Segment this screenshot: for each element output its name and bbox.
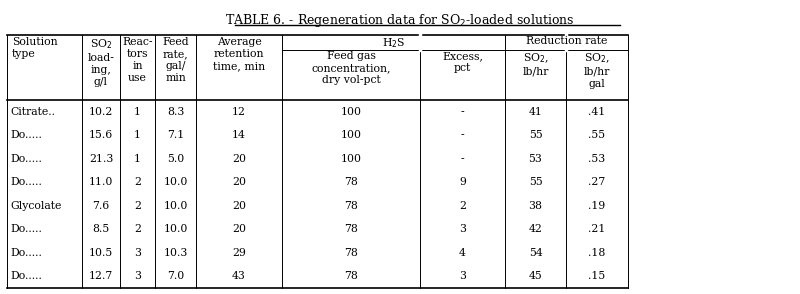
Text: 20: 20 (232, 177, 246, 187)
Text: SO$_2$,
lb/hr: SO$_2$, lb/hr (522, 51, 549, 77)
Text: -: - (461, 154, 464, 164)
Text: 100: 100 (341, 130, 362, 140)
Text: Feed
rate,
gal/
min: Feed rate, gal/ min (162, 37, 189, 83)
Text: 78: 78 (344, 224, 358, 234)
Text: .55: .55 (589, 130, 606, 140)
Text: 45: 45 (529, 271, 542, 281)
Text: 15.6: 15.6 (89, 130, 113, 140)
Text: 3: 3 (459, 271, 466, 281)
Text: 55: 55 (529, 177, 542, 187)
Text: .41: .41 (588, 107, 606, 117)
Text: .15: .15 (588, 271, 606, 281)
Text: Do.....: Do..... (10, 248, 42, 258)
Text: 2: 2 (134, 224, 141, 234)
Text: 53: 53 (529, 154, 542, 164)
Text: 9: 9 (459, 177, 466, 187)
Text: Do.....: Do..... (10, 130, 42, 140)
Text: .18: .18 (588, 248, 606, 258)
Text: 4: 4 (459, 248, 466, 258)
Text: Feed gas
concentration,
dry vol-pct: Feed gas concentration, dry vol-pct (311, 51, 390, 85)
Text: 14: 14 (232, 130, 246, 140)
Text: -: - (461, 107, 464, 117)
Text: 12: 12 (232, 107, 246, 117)
Text: 3: 3 (134, 271, 141, 281)
Text: SO$_2$,
lb/hr
gal: SO$_2$, lb/hr gal (584, 51, 610, 88)
Text: 12.7: 12.7 (89, 271, 113, 281)
Text: 55: 55 (529, 130, 542, 140)
Text: 10.2: 10.2 (89, 107, 113, 117)
Text: H$_2$S: H$_2$S (382, 36, 405, 50)
Text: 78: 78 (344, 201, 358, 211)
Text: 43: 43 (232, 271, 246, 281)
Text: 100: 100 (341, 107, 362, 117)
Text: .53: .53 (588, 154, 606, 164)
Text: TABLE 6. - Regeneration data for SO$_2$-loaded solutions: TABLE 6. - Regeneration data for SO$_2$-… (226, 12, 574, 29)
Text: 10.0: 10.0 (163, 224, 188, 234)
Text: Do.....: Do..... (10, 177, 42, 187)
Text: 7.6: 7.6 (92, 201, 110, 211)
Text: Excess,
pct: Excess, pct (442, 51, 483, 73)
Text: 11.0: 11.0 (89, 177, 113, 187)
Text: 78: 78 (344, 248, 358, 258)
Text: 10.3: 10.3 (163, 248, 188, 258)
Text: 2: 2 (459, 201, 466, 211)
Text: 8.5: 8.5 (92, 224, 110, 234)
Text: 8.3: 8.3 (167, 107, 184, 117)
Text: 54: 54 (529, 248, 542, 258)
Text: 100: 100 (341, 154, 362, 164)
Text: 20: 20 (232, 224, 246, 234)
Text: 5.0: 5.0 (167, 154, 184, 164)
Text: 20: 20 (232, 201, 246, 211)
Text: 10.5: 10.5 (89, 248, 113, 258)
Text: 1: 1 (134, 154, 141, 164)
Text: 42: 42 (529, 224, 542, 234)
Text: Average
retention
time, min: Average retention time, min (213, 37, 265, 71)
Text: Reduction rate: Reduction rate (526, 36, 607, 46)
Text: .27: .27 (588, 177, 606, 187)
Text: Citrate..: Citrate.. (10, 107, 55, 117)
Text: 3: 3 (134, 248, 141, 258)
Text: SO$_2$
load-
ing,
g/l: SO$_2$ load- ing, g/l (87, 37, 114, 87)
Text: Solution
type: Solution type (12, 37, 58, 59)
Text: Glycolate: Glycolate (10, 201, 62, 211)
Text: Do.....: Do..... (10, 271, 42, 281)
Text: 20: 20 (232, 154, 246, 164)
Text: 10.0: 10.0 (163, 201, 188, 211)
Text: -: - (461, 130, 464, 140)
Text: 3: 3 (459, 224, 466, 234)
Text: 2: 2 (134, 201, 141, 211)
Text: 7.1: 7.1 (167, 130, 184, 140)
Text: 78: 78 (344, 271, 358, 281)
Text: Reac-
tors
in
use: Reac- tors in use (122, 37, 153, 83)
Text: 21.3: 21.3 (89, 154, 113, 164)
Text: 1: 1 (134, 107, 141, 117)
Text: 2: 2 (134, 177, 141, 187)
Text: 78: 78 (344, 177, 358, 187)
Text: 38: 38 (529, 201, 542, 211)
Text: Do.....: Do..... (10, 224, 42, 234)
Text: .19: .19 (588, 201, 606, 211)
Text: 29: 29 (232, 248, 246, 258)
Text: 1: 1 (134, 130, 141, 140)
Text: 7.0: 7.0 (167, 271, 184, 281)
Text: Do.....: Do..... (10, 154, 42, 164)
Text: 10.0: 10.0 (163, 177, 188, 187)
Text: .21: .21 (588, 224, 606, 234)
Text: 41: 41 (529, 107, 542, 117)
